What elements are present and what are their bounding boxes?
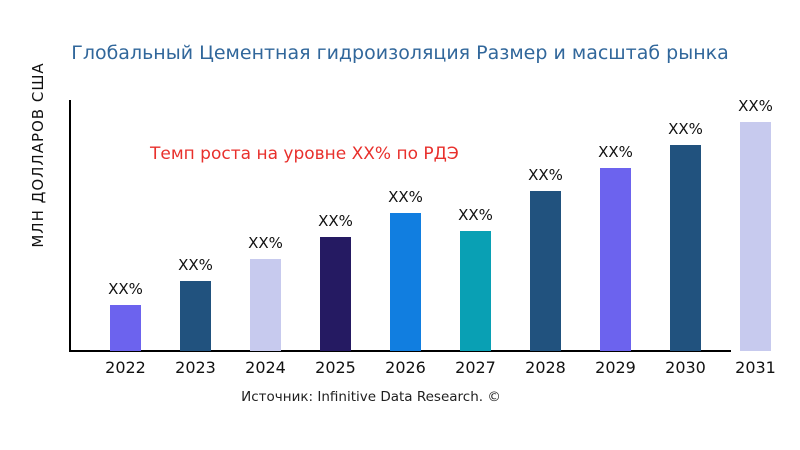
bar-2031 xyxy=(740,122,771,351)
x-tick-label-2027: 2027 xyxy=(455,358,496,377)
x-axis-line xyxy=(69,350,731,352)
bar-value-label-2026: XX% xyxy=(388,188,423,206)
bar-2029 xyxy=(600,168,631,351)
x-tick-label-2030: 2030 xyxy=(665,358,706,377)
bar-2026 xyxy=(390,213,421,351)
chart-title: Глобальный Цементная гидроизоляция Разме… xyxy=(71,42,729,64)
x-tick-label-2031: 2031 xyxy=(735,358,776,377)
x-tick-label-2026: 2026 xyxy=(385,358,426,377)
bar-value-label-2022: XX% xyxy=(108,280,143,298)
bar-2023 xyxy=(180,281,211,351)
x-tick-label-2023: 2023 xyxy=(175,358,216,377)
x-tick-label-2028: 2028 xyxy=(525,358,566,377)
bar-value-label-2025: XX% xyxy=(318,212,353,230)
x-tick-label-2025: 2025 xyxy=(315,358,356,377)
bar-value-label-2030: XX% xyxy=(668,120,703,138)
bar-value-label-2023: XX% xyxy=(178,256,213,274)
x-tick-label-2022: 2022 xyxy=(105,358,146,377)
bar-2027 xyxy=(460,231,491,351)
bar-value-label-2031: XX% xyxy=(738,97,773,115)
bar-2028 xyxy=(530,191,561,351)
source-attribution: Источник: Infinitive Data Research. © xyxy=(241,389,501,405)
bar-2022 xyxy=(110,305,141,351)
bar-value-label-2024: XX% xyxy=(248,234,283,252)
bar-value-label-2028: XX% xyxy=(528,166,563,184)
x-tick-label-2024: 2024 xyxy=(245,358,286,377)
bar-value-label-2029: XX% xyxy=(598,143,633,161)
bar-2030 xyxy=(670,145,701,351)
y-axis-line xyxy=(69,100,71,352)
y-axis-label: МЛН ДОЛЛАРОВ США xyxy=(29,62,47,248)
x-tick-label-2029: 2029 xyxy=(595,358,636,377)
growth-rate-annotation: Темп роста на уровне XX% по РДЭ xyxy=(150,144,459,164)
bar-2025 xyxy=(320,237,351,351)
bar-value-label-2027: XX% xyxy=(458,206,493,224)
bar-2024 xyxy=(250,259,281,351)
